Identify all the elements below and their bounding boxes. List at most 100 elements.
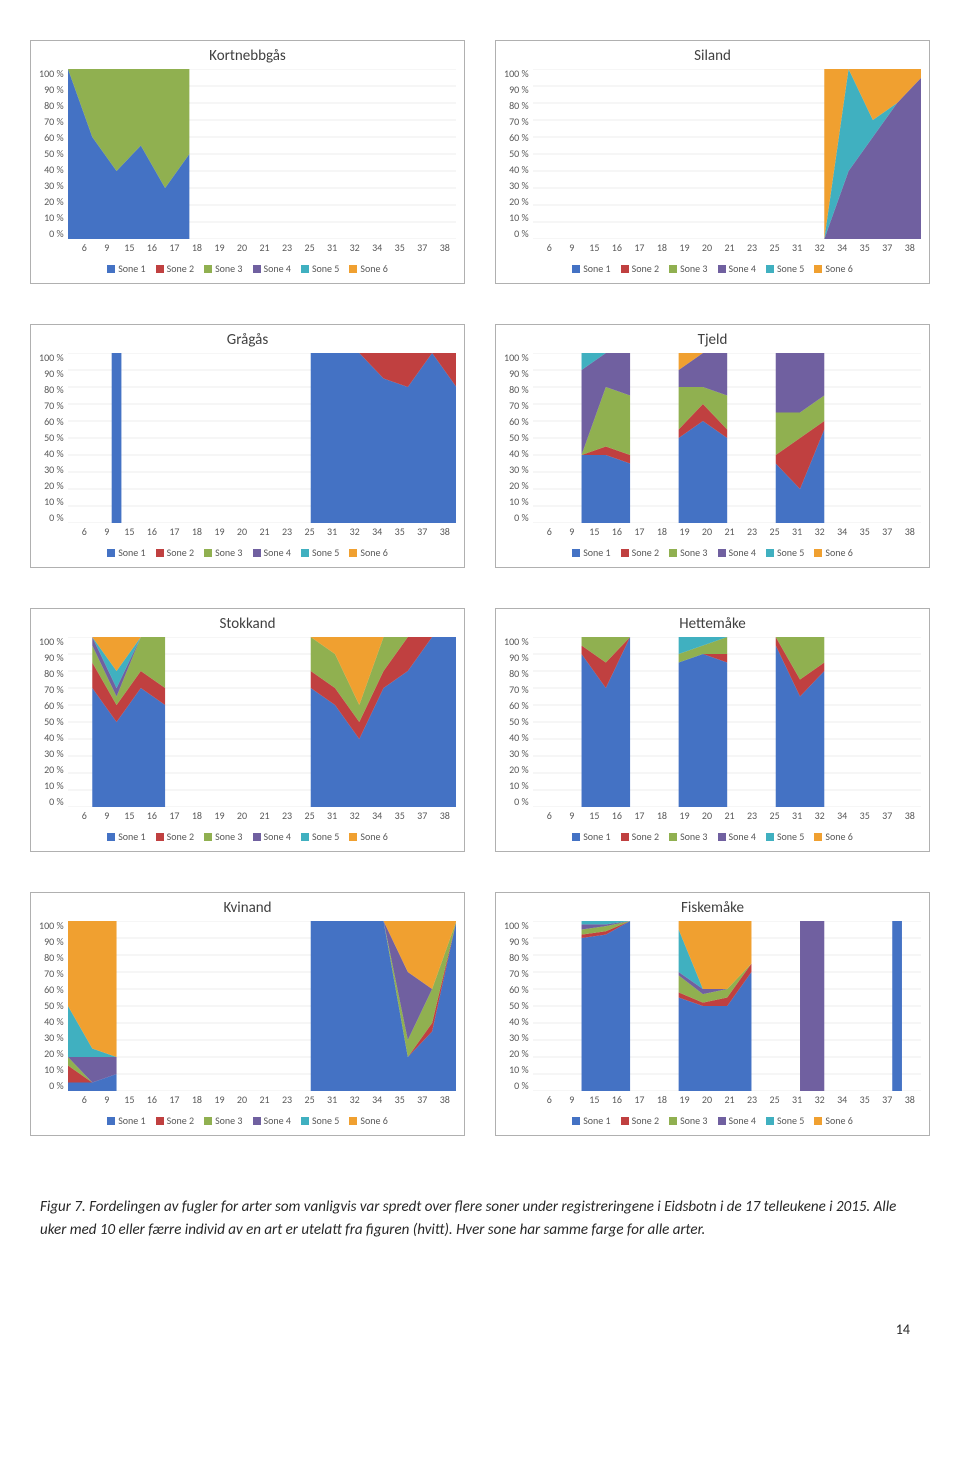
y-tick: 70 % [39, 969, 64, 979]
x-tick: 32 [343, 1093, 366, 1106]
legend-item: Sone 2 [156, 262, 194, 275]
legend-item: Sone 5 [766, 262, 804, 275]
y-axis: 100 %90 %80 %70 %60 %50 %40 %30 %20 %10 … [504, 69, 533, 239]
x-tick: 16 [141, 525, 164, 538]
y-tick: 80 % [504, 385, 529, 395]
legend-label: Sone 6 [360, 546, 387, 559]
x-tick: 34 [366, 525, 389, 538]
y-axis: 100 %90 %80 %70 %60 %50 %40 %30 %20 %10 … [39, 69, 68, 239]
x-tick: 37 [411, 1093, 434, 1106]
x-tick: 34 [366, 1093, 389, 1106]
legend-swatch [766, 1117, 774, 1125]
x-tick: 17 [163, 525, 186, 538]
y-tick: 20 % [39, 1049, 64, 1059]
y-tick: 50 % [504, 717, 529, 727]
x-tick: 15 [118, 525, 141, 538]
legend-swatch [301, 833, 309, 841]
x-tick: 38 [899, 241, 922, 254]
x-tick: 19 [208, 525, 231, 538]
legend-label: Sone 2 [632, 262, 659, 275]
legend-item: Sone 3 [669, 830, 707, 843]
x-tick: 20 [696, 809, 719, 822]
legend-item: Sone 4 [718, 262, 756, 275]
legend-label: Sone 2 [167, 1114, 194, 1127]
legend-item: Sone 2 [621, 546, 659, 559]
x-tick: 38 [899, 1093, 922, 1106]
y-tick: 0 % [39, 797, 64, 807]
legend-swatch [669, 1117, 677, 1125]
legend-swatch [253, 265, 261, 273]
chart-panel: Grågås100 %90 %80 %70 %60 %50 %40 %30 %2… [30, 324, 465, 568]
x-tick: 38 [434, 1093, 457, 1106]
y-tick: 60 % [39, 417, 64, 427]
legend-item: Sone 4 [718, 830, 756, 843]
x-tick: 9 [561, 525, 584, 538]
y-tick: 40 % [504, 449, 529, 459]
legend-swatch [718, 265, 726, 273]
y-axis: 100 %90 %80 %70 %60 %50 %40 %30 %20 %10 … [504, 637, 533, 807]
plot-area [533, 921, 921, 1091]
x-tick: 20 [231, 525, 254, 538]
legend-swatch [204, 1117, 212, 1125]
legend-item: Sone 1 [572, 546, 610, 559]
legend-swatch [107, 1117, 115, 1125]
y-tick: 20 % [39, 481, 64, 491]
legend-swatch [621, 833, 629, 841]
legend: Sone 1Sone 2Sone 3Sone 4Sone 5Sone 6 [39, 830, 456, 843]
x-tick: 16 [606, 809, 629, 822]
legend-label: Sone 4 [264, 830, 291, 843]
chart-title: Tjeld [504, 331, 921, 349]
y-tick: 50 % [39, 717, 64, 727]
legend-swatch [669, 265, 677, 273]
y-tick: 80 % [39, 669, 64, 679]
legend-label: Sone 1 [118, 546, 145, 559]
legend-swatch [349, 1117, 357, 1125]
x-axis: 69151617181920212325313234353738 [73, 1093, 456, 1106]
legend-swatch [156, 833, 164, 841]
x-tick: 31 [786, 241, 809, 254]
legend-label: Sone 1 [583, 830, 610, 843]
plot-wrap: 100 %90 %80 %70 %60 %50 %40 %30 %20 %10 … [504, 353, 921, 523]
y-tick: 10 % [504, 781, 529, 791]
y-tick: 70 % [504, 969, 529, 979]
legend-label: Sone 5 [777, 1114, 804, 1127]
legend-label: Sone 1 [583, 262, 610, 275]
legend-swatch [301, 1117, 309, 1125]
y-tick: 0 % [504, 513, 529, 523]
plot-wrap: 100 %90 %80 %70 %60 %50 %40 %30 %20 %10 … [504, 921, 921, 1091]
x-tick: 23 [741, 241, 764, 254]
legend-swatch [107, 549, 115, 557]
y-tick: 20 % [504, 1049, 529, 1059]
legend-item: Sone 6 [349, 1114, 387, 1127]
legend-label: Sone 5 [312, 1114, 339, 1127]
legend-swatch [107, 265, 115, 273]
chart-title: Siland [504, 47, 921, 65]
y-tick: 90 % [39, 85, 64, 95]
x-tick: 18 [186, 809, 209, 822]
chart-title: Kvinand [39, 899, 456, 917]
x-tick: 16 [141, 241, 164, 254]
chart-title: Kortnebbgås [39, 47, 456, 65]
x-tick: 37 [876, 241, 899, 254]
y-tick: 10 % [39, 213, 64, 223]
x-tick: 34 [831, 241, 854, 254]
x-tick: 15 [583, 241, 606, 254]
legend: Sone 1Sone 2Sone 3Sone 4Sone 5Sone 6 [504, 830, 921, 843]
x-tick: 35 [853, 241, 876, 254]
y-tick: 0 % [39, 229, 64, 239]
x-tick: 38 [434, 525, 457, 538]
y-tick: 80 % [39, 953, 64, 963]
y-tick: 70 % [504, 401, 529, 411]
x-tick: 17 [628, 1093, 651, 1106]
legend-item: Sone 6 [349, 546, 387, 559]
y-tick: 60 % [504, 985, 529, 995]
y-tick: 30 % [504, 1033, 529, 1043]
x-tick: 35 [388, 809, 411, 822]
legend-swatch [814, 265, 822, 273]
x-tick: 37 [876, 809, 899, 822]
y-tick: 30 % [39, 465, 64, 475]
legend-item: Sone 3 [204, 830, 242, 843]
y-axis: 100 %90 %80 %70 %60 %50 %40 %30 %20 %10 … [504, 921, 533, 1091]
x-tick: 25 [298, 809, 321, 822]
y-tick: 90 % [504, 85, 529, 95]
